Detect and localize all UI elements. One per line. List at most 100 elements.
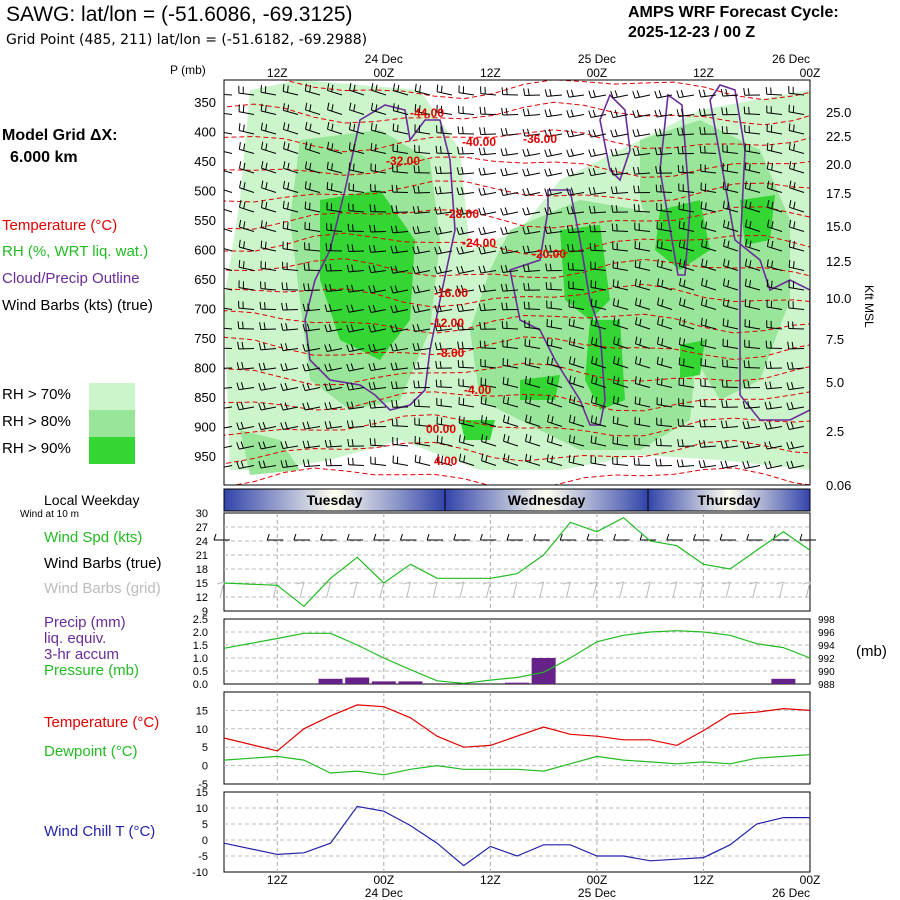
isotherm-line [224, 414, 810, 437]
wind-barb-shaft [634, 443, 651, 447]
pressure-axis-title: P (mb) [170, 63, 206, 77]
wind-barb-shaft [656, 153, 673, 156]
wind-barb [224, 465, 233, 470]
wind-barb [346, 324, 365, 333]
wind-barb-flag [705, 240, 708, 249]
wind-barb-flag [725, 88, 728, 97]
wind-barb-shaft [678, 153, 695, 155]
wind-barb-flag [414, 103, 417, 112]
wind-barb-shaft [745, 169, 761, 174]
wind-barb [502, 358, 519, 369]
wind-barb-flag [522, 129, 526, 137]
wind-barb-shaft [525, 364, 541, 369]
wind-barb-shaft [414, 387, 431, 389]
wind-barb-shaft [327, 128, 343, 135]
wind-barb-shaft [745, 285, 761, 291]
wind-barb-flag [573, 377, 576, 385]
wind-barb-flag [239, 180, 242, 188]
wind-barb-shaft [767, 246, 783, 252]
wind-barb [260, 141, 277, 154]
grid-wind-barb-shaft [698, 581, 704, 599]
wind-barb-flag [638, 261, 641, 269]
wind-barb [456, 167, 475, 175]
wind-barb-flag [242, 261, 245, 269]
wind-barb-shaft [767, 149, 783, 154]
wind-barb-flag [594, 456, 597, 465]
wind-barb-flag [287, 123, 290, 132]
cloud-outline-2 [599, 93, 631, 182]
wind-barb-flag [764, 381, 768, 389]
surface-wind-barb [213, 533, 230, 541]
wind-barb-flag [328, 343, 332, 352]
cloud-outline-3 [659, 93, 691, 276]
wind-barb-shaft [261, 207, 277, 213]
wind-barb-flag [390, 343, 394, 352]
wind-barb-flag [766, 142, 769, 151]
wind-barb-flag [412, 361, 416, 370]
surface-wind-barb [719, 533, 737, 541]
wind-barb-shaft [656, 94, 673, 99]
wind-barb-shaft [459, 441, 475, 447]
wind-barb [326, 141, 343, 154]
wind-barb-flag [264, 261, 267, 270]
wind-barb [655, 165, 673, 174]
wind-barb-flag [727, 279, 730, 288]
wind-barb-flag [658, 90, 662, 98]
wind-barb-shaft [678, 190, 695, 193]
precip-bar [371, 681, 396, 684]
wind-barb [525, 434, 541, 447]
precip-panel-ytick: 0.5 [193, 666, 208, 678]
wind-barb-flag [258, 363, 262, 371]
wind-barb-shaft [568, 287, 585, 291]
wind-barb-flag [457, 126, 460, 134]
surface-wind-barb-flag [639, 533, 643, 541]
wind-barb-flag [243, 162, 246, 171]
wind-barb-shaft [723, 305, 739, 310]
wind-barb [280, 323, 299, 331]
wind-barb-shaft [656, 465, 673, 467]
wind-barb-flag [705, 279, 708, 288]
wind-barb-flag [282, 261, 284, 270]
wind-barb-flag [282, 180, 286, 189]
wind-barb-shaft [524, 308, 541, 310]
wind-barb-shaft [569, 382, 585, 388]
wind-barb-shaft [766, 406, 783, 410]
wind-barb-shaft [392, 367, 409, 371]
wind-barb-flag [413, 398, 416, 407]
wind-barb [224, 206, 233, 213]
wind-barb-flag [766, 124, 768, 132]
wind-barb-flag [434, 266, 438, 274]
wind-barb-flag [676, 90, 680, 98]
grid-wind-barb [589, 581, 598, 599]
wind-barb-flag [304, 181, 307, 189]
surface-wind-barb-flag [320, 533, 324, 541]
pressure-tick: 600 [194, 243, 216, 258]
wind-barb-flag [588, 110, 592, 118]
wind-barb-shaft [679, 227, 695, 232]
wind-barb-flag [504, 207, 508, 215]
wind-barb-flag [218, 402, 223, 409]
wind-barb-flag [369, 204, 372, 212]
wind-barb-flag [546, 337, 549, 346]
cross-section-frame [223, 79, 811, 486]
wind-barb-shaft [524, 289, 541, 291]
wind-barb-shaft [480, 133, 497, 136]
wind-barb-flag [483, 284, 486, 292]
wind-barb-flag [594, 436, 597, 444]
wind-barb-flag [544, 129, 548, 137]
wind-barb-flag [505, 107, 508, 116]
wind-barb-shaft [722, 345, 739, 349]
wind-barb-flag [791, 341, 794, 350]
wind-barb [568, 281, 585, 291]
wind-barb-flag [372, 304, 376, 313]
wind-barb-shaft [370, 231, 387, 233]
wind-barb-shaft [348, 309, 365, 313]
wind-barb-shaft [612, 463, 629, 466]
wind-barb [391, 184, 409, 193]
wind-barb-shaft [767, 266, 783, 271]
wind-barb-shaft [326, 426, 343, 429]
wind-barb [281, 282, 299, 291]
wind-barb-flag [786, 382, 790, 390]
wind-barb-shaft [458, 348, 475, 350]
wind-barb-flag [595, 396, 598, 405]
